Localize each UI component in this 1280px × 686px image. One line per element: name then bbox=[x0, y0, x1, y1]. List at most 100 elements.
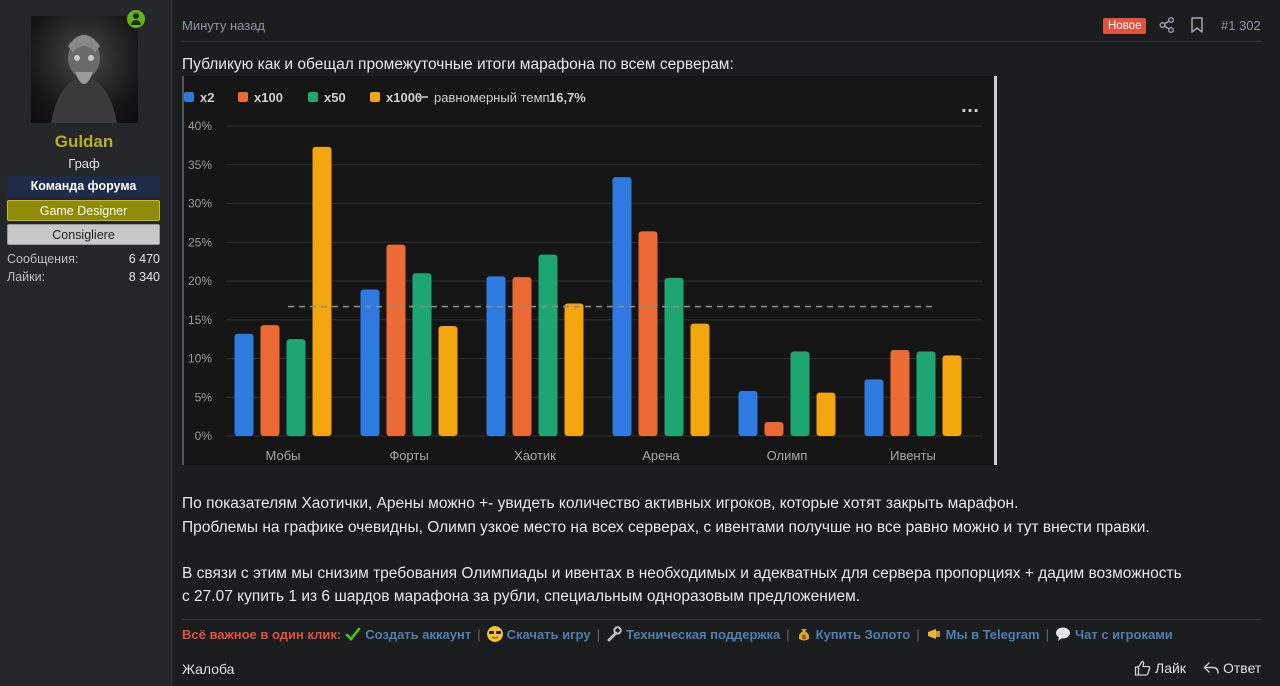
post-intro: Публикую как и обещал промежуточные итог… bbox=[182, 56, 734, 73]
moneybag-icon: $ bbox=[798, 629, 809, 641]
bar-x50 bbox=[286, 339, 306, 436]
bar-x50 bbox=[412, 273, 432, 436]
quick-links-lead: Всё важное в один клик: bbox=[182, 626, 342, 642]
bar-x100 bbox=[890, 349, 910, 436]
bar-x100 bbox=[512, 277, 532, 436]
post-date[interactable]: Минуту назад bbox=[182, 18, 266, 33]
bar-x2 bbox=[864, 379, 884, 436]
speech-bubble-icon bbox=[1055, 627, 1070, 641]
checkmark-icon bbox=[345, 627, 361, 641]
like-button[interactable]: Лайк bbox=[1134, 660, 1186, 676]
link-tech-support[interactable]: Техническая поддержка bbox=[606, 626, 780, 642]
separator: | bbox=[916, 626, 920, 642]
post-paragraph-1: По показателям Хаотички, Арены можно +- … bbox=[182, 495, 1019, 512]
x-tick-label: Форты bbox=[389, 448, 428, 463]
legend-swatch-x2 bbox=[184, 92, 194, 102]
bar-x2 bbox=[360, 289, 380, 436]
legend-label-x1000: x1000 bbox=[386, 90, 422, 105]
x-tick-label: Ивенты bbox=[890, 448, 936, 463]
y-tick-label: 0% bbox=[195, 429, 213, 443]
link-player-chat[interactable]: Чат с игроками bbox=[1055, 626, 1173, 642]
bar-x1000 bbox=[816, 392, 836, 436]
bar-x100 bbox=[386, 244, 406, 436]
x-tick-label: Арена bbox=[642, 448, 680, 463]
reply-label: Ответ bbox=[1223, 660, 1262, 676]
stat-value[interactable]: 6 470 bbox=[128, 252, 160, 266]
x-tick-label: Олимп bbox=[767, 448, 808, 463]
legend-reference-label: равномерный темп bbox=[434, 90, 550, 105]
stat-value: 8 340 bbox=[128, 270, 160, 284]
legend-reference-value: 16,7% bbox=[549, 90, 586, 105]
post-number[interactable]: #1 302 bbox=[1221, 18, 1261, 33]
link-label: Скачать игру bbox=[506, 626, 591, 642]
separator: | bbox=[596, 626, 600, 642]
chart-menu-icon: ··· bbox=[961, 101, 979, 120]
y-tick-label: 30% bbox=[188, 197, 212, 211]
y-tick-label: 5% bbox=[195, 390, 213, 404]
thumbs-up-icon bbox=[1134, 660, 1151, 676]
link-download-game[interactable]: Скачать игру bbox=[486, 626, 591, 642]
x-tick-label: Хаотик bbox=[514, 448, 556, 463]
quick-links: Всё важное в один клик: Создать аккаунт … bbox=[182, 626, 1173, 642]
link-create-account[interactable]: Создать аккаунт bbox=[345, 626, 471, 642]
sunglasses-icon bbox=[486, 626, 503, 642]
y-tick-label: 35% bbox=[188, 158, 212, 172]
y-tick-label: 20% bbox=[188, 274, 212, 288]
stat-label: Сообщения: bbox=[7, 252, 79, 266]
chart-image: 0% 5% 10% 15% 20% 25% 30% 35% 40% Мобы Форты Хаотик… bbox=[182, 76, 997, 465]
svg-text:$: $ bbox=[802, 634, 806, 641]
banner-forum-team: Команда форума bbox=[7, 176, 160, 197]
megaphone-icon bbox=[927, 629, 940, 639]
link-label: Техническая поддержка bbox=[625, 626, 781, 642]
y-tick-label: 10% bbox=[188, 352, 212, 366]
banner-consigliere: Consigliere bbox=[7, 224, 160, 245]
bar-x100 bbox=[638, 231, 658, 436]
bar-x100 bbox=[764, 422, 784, 436]
link-label: Мы в Telegram bbox=[945, 626, 1040, 642]
y-tick-label: 15% bbox=[188, 313, 212, 327]
share-icon[interactable] bbox=[1158, 16, 1176, 34]
legend-label-x100: x100 bbox=[254, 90, 283, 105]
legend-swatch-x50 bbox=[308, 92, 318, 102]
x-tick-label: Мобы bbox=[266, 448, 301, 463]
link-buy-gold[interactable]: $ Купить Золото bbox=[796, 626, 911, 642]
bookmark-icon[interactable] bbox=[1189, 16, 1205, 34]
user-sidebar: Guldan Граф Команда форума Game Designer… bbox=[0, 0, 172, 686]
report-link[interactable]: Жалоба bbox=[182, 661, 235, 677]
post-paragraph-3: В связи с этим мы снизим требования Олим… bbox=[182, 565, 1182, 582]
bar-chart: 0% 5% 10% 15% 20% 25% 30% 35% 40% Мобы Форты Хаотик… bbox=[184, 90, 982, 463]
chart-edge bbox=[182, 76, 184, 465]
bar-x2 bbox=[234, 333, 254, 436]
link-label: Чат с игроками bbox=[1074, 626, 1173, 642]
post-paragraph-3-cont: с 27.07 купить 1 из 6 шардов марафона за… bbox=[182, 588, 861, 605]
online-status-icon bbox=[127, 10, 145, 28]
legend-label-x50: x50 bbox=[324, 90, 346, 105]
post-paragraph-2: Проблемы на графике очевидны, Олимп узко… bbox=[182, 519, 1150, 536]
separator: | bbox=[477, 626, 481, 642]
bar-x100 bbox=[260, 325, 280, 436]
like-label: Лайк bbox=[1155, 660, 1186, 676]
stat-likes: Лайки: 8 340 bbox=[7, 270, 160, 284]
banner-game-designer: Game Designer bbox=[7, 200, 160, 221]
new-badge: Новое bbox=[1103, 18, 1147, 34]
username[interactable]: Guldan bbox=[54, 132, 114, 151]
legend-label-x2: x2 bbox=[200, 90, 214, 105]
bar-x2 bbox=[738, 391, 758, 436]
link-telegram[interactable]: Мы в Telegram bbox=[926, 626, 1040, 642]
bar-x50 bbox=[790, 351, 810, 436]
stat-messages: Сообщения: 6 470 bbox=[7, 252, 160, 266]
separator: | bbox=[786, 626, 790, 642]
bar-x2 bbox=[486, 276, 506, 436]
bar-x50 bbox=[664, 277, 684, 436]
reply-button[interactable]: Ответ bbox=[1203, 660, 1261, 676]
bar-x1000 bbox=[312, 146, 332, 437]
chart-edge bbox=[994, 76, 997, 465]
link-label: Купить Золото bbox=[815, 626, 911, 642]
reply-arrow-icon bbox=[1203, 662, 1219, 674]
bar-x1000 bbox=[690, 323, 710, 436]
avatar[interactable] bbox=[31, 16, 138, 123]
bar-x1000 bbox=[564, 303, 584, 436]
wrench-icon bbox=[607, 626, 622, 642]
legend-swatch-x100 bbox=[238, 92, 248, 102]
stat-label: Лайки: bbox=[7, 270, 46, 284]
